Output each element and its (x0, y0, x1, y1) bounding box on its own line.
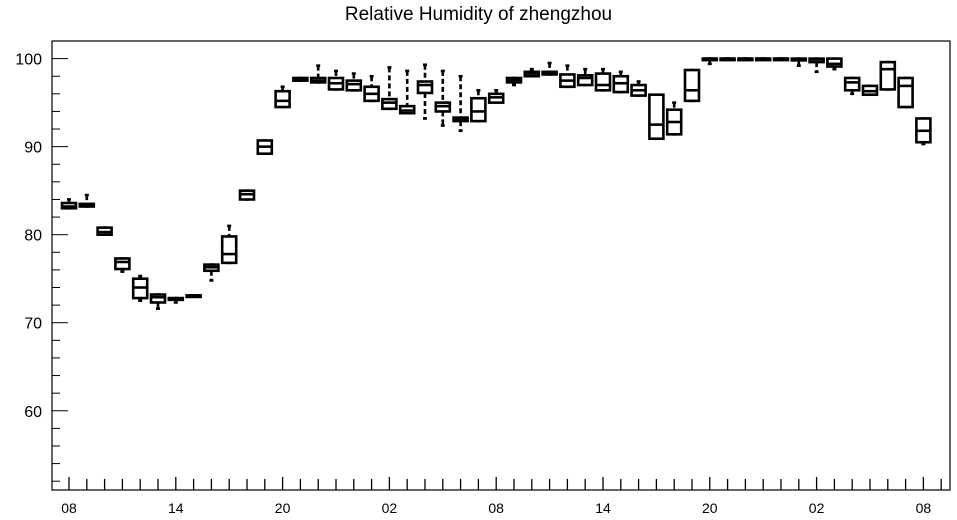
y-tick-label: 60 (24, 404, 42, 421)
iqr-box (149, 293, 167, 304)
box-36 (701, 57, 719, 66)
iqr-box (416, 80, 434, 95)
box-22 (452, 74, 469, 133)
box-14 (309, 64, 327, 84)
box-46 (879, 60, 897, 91)
box-24 (487, 89, 505, 104)
iqr-box (648, 93, 665, 141)
box-9 (220, 224, 238, 265)
box-10 (238, 189, 256, 201)
iqr-box (576, 74, 594, 87)
box-20 (416, 63, 434, 120)
box-17 (363, 74, 380, 103)
box-1 (78, 193, 96, 208)
box-42 (808, 57, 825, 74)
y-tick-label: 100 (15, 52, 42, 69)
box-37 (719, 57, 736, 62)
box-47 (897, 76, 914, 109)
box-38 (737, 57, 754, 62)
box-31 (612, 70, 630, 94)
box-29 (576, 67, 594, 87)
box-39 (754, 57, 772, 62)
box-3 (114, 257, 131, 273)
x-tick-label: 02 (382, 500, 398, 516)
iqr-box (594, 72, 612, 92)
plot-frame (51, 40, 951, 491)
box-30 (594, 67, 612, 92)
box-18 (381, 66, 398, 111)
box-8 (203, 263, 220, 282)
iqr-box (114, 257, 131, 271)
box-41 (790, 57, 808, 67)
iqr-box (843, 76, 861, 92)
box-2 (96, 226, 113, 236)
box-7 (185, 294, 202, 299)
box-34 (665, 101, 683, 136)
x-tick-label: 08 (916, 500, 932, 516)
iqr-box (897, 76, 914, 109)
iqr-box (381, 97, 398, 111)
iqr-box (683, 68, 701, 103)
x-tick-label: 20 (275, 500, 291, 516)
box-23 (470, 89, 487, 123)
iqr-box (879, 60, 897, 91)
box-6 (167, 296, 185, 304)
box-44 (843, 76, 861, 96)
y-tick-label: 70 (24, 316, 42, 333)
box-13 (292, 76, 309, 82)
x-tick-label: 08 (61, 500, 77, 516)
box-35 (683, 68, 701, 103)
y-tick-label: 80 (24, 228, 42, 245)
x-tick-label: 02 (809, 500, 825, 516)
iqr-box (274, 89, 291, 109)
box-28 (559, 64, 576, 89)
box-27 (541, 61, 558, 76)
box-45 (861, 84, 879, 97)
iqr-box (345, 79, 363, 92)
x-tick-label: 08 (488, 500, 504, 516)
y-tick-label: 90 (24, 140, 42, 157)
box-43 (826, 57, 843, 71)
iqr-box (470, 96, 487, 123)
box-21 (434, 69, 452, 127)
box-19 (398, 69, 416, 115)
box-33 (648, 93, 665, 141)
box-26 (523, 67, 541, 78)
box-16 (345, 72, 363, 92)
box-11 (256, 139, 274, 155)
x-tick-label: 20 (702, 500, 718, 516)
box-48 (915, 117, 932, 146)
box-32 (630, 80, 647, 97)
box-4 (131, 274, 149, 303)
box-40 (772, 57, 790, 62)
chart-title: Relative Humidity of zhengzhou (344, 4, 613, 25)
iqr-box (220, 235, 238, 265)
x-tick-label: 14 (168, 500, 184, 516)
x-tick-label: 14 (595, 500, 611, 516)
box-12 (274, 85, 291, 109)
box-0 (60, 198, 78, 210)
box-25 (505, 76, 523, 87)
box-15 (327, 69, 345, 91)
box-5 (149, 293, 167, 310)
iqr-box (826, 57, 843, 68)
